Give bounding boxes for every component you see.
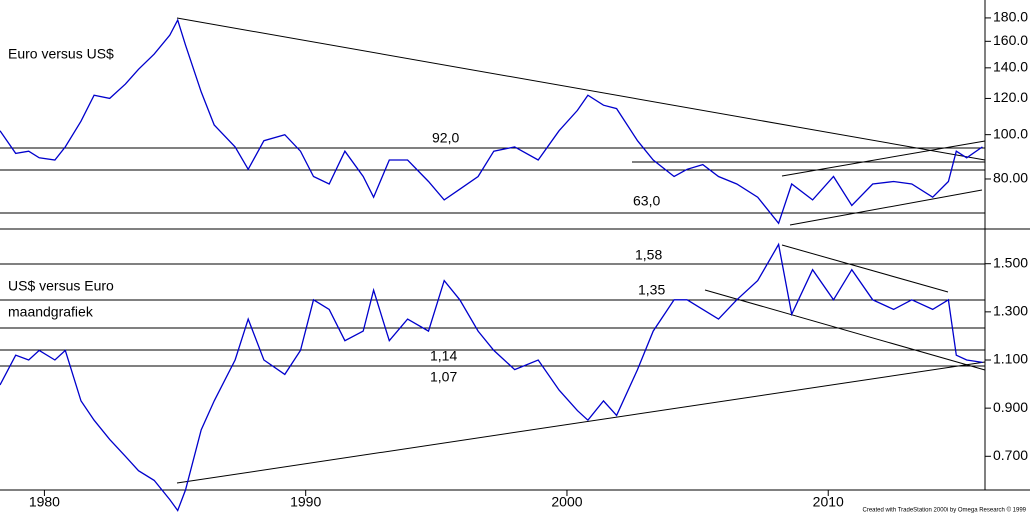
y-tick-label: 100.0 bbox=[993, 125, 1028, 141]
annotation: 63,0 bbox=[633, 193, 660, 209]
top-title: Euro versus US$ bbox=[8, 46, 114, 62]
y-tick-label: 120.0 bbox=[993, 89, 1028, 105]
y-tick-label: 140.0 bbox=[993, 59, 1028, 75]
y-tick-label: 80.00 bbox=[993, 170, 1028, 186]
line-series bbox=[0, 18, 983, 225]
x-tick-label: 1990 bbox=[290, 494, 321, 510]
annotation: 1,14 bbox=[430, 348, 457, 364]
y-tick-label: 1.500 bbox=[993, 254, 1028, 270]
y-tick-label: 0.900 bbox=[993, 399, 1028, 415]
annotation: 1,07 bbox=[430, 369, 457, 385]
layout-lines bbox=[0, 0, 1030, 491]
y-tick-label: 0.700 bbox=[993, 447, 1028, 463]
y-tick-label: 160.0 bbox=[993, 32, 1028, 48]
x-tick-label: 2010 bbox=[813, 494, 844, 510]
line-series bbox=[0, 242, 983, 512]
annotation: 92,0 bbox=[432, 130, 459, 146]
y-tick-label: 1.100 bbox=[993, 351, 1028, 367]
annotation: 1,35 bbox=[638, 282, 665, 298]
x-tick-label: 1980 bbox=[29, 494, 60, 510]
y-tick-label: 180.0 bbox=[993, 9, 1028, 25]
bottom-title: US$ versus Euro bbox=[8, 278, 114, 294]
bottom-subtitle: maandgrafiek bbox=[8, 304, 94, 320]
annotation: 1,58 bbox=[635, 247, 662, 263]
footer: Created with TradeStation 2000i by Omega… bbox=[862, 507, 1026, 514]
y-tick-label: 1.300 bbox=[993, 303, 1028, 319]
x-tick-label: 2000 bbox=[551, 494, 582, 510]
